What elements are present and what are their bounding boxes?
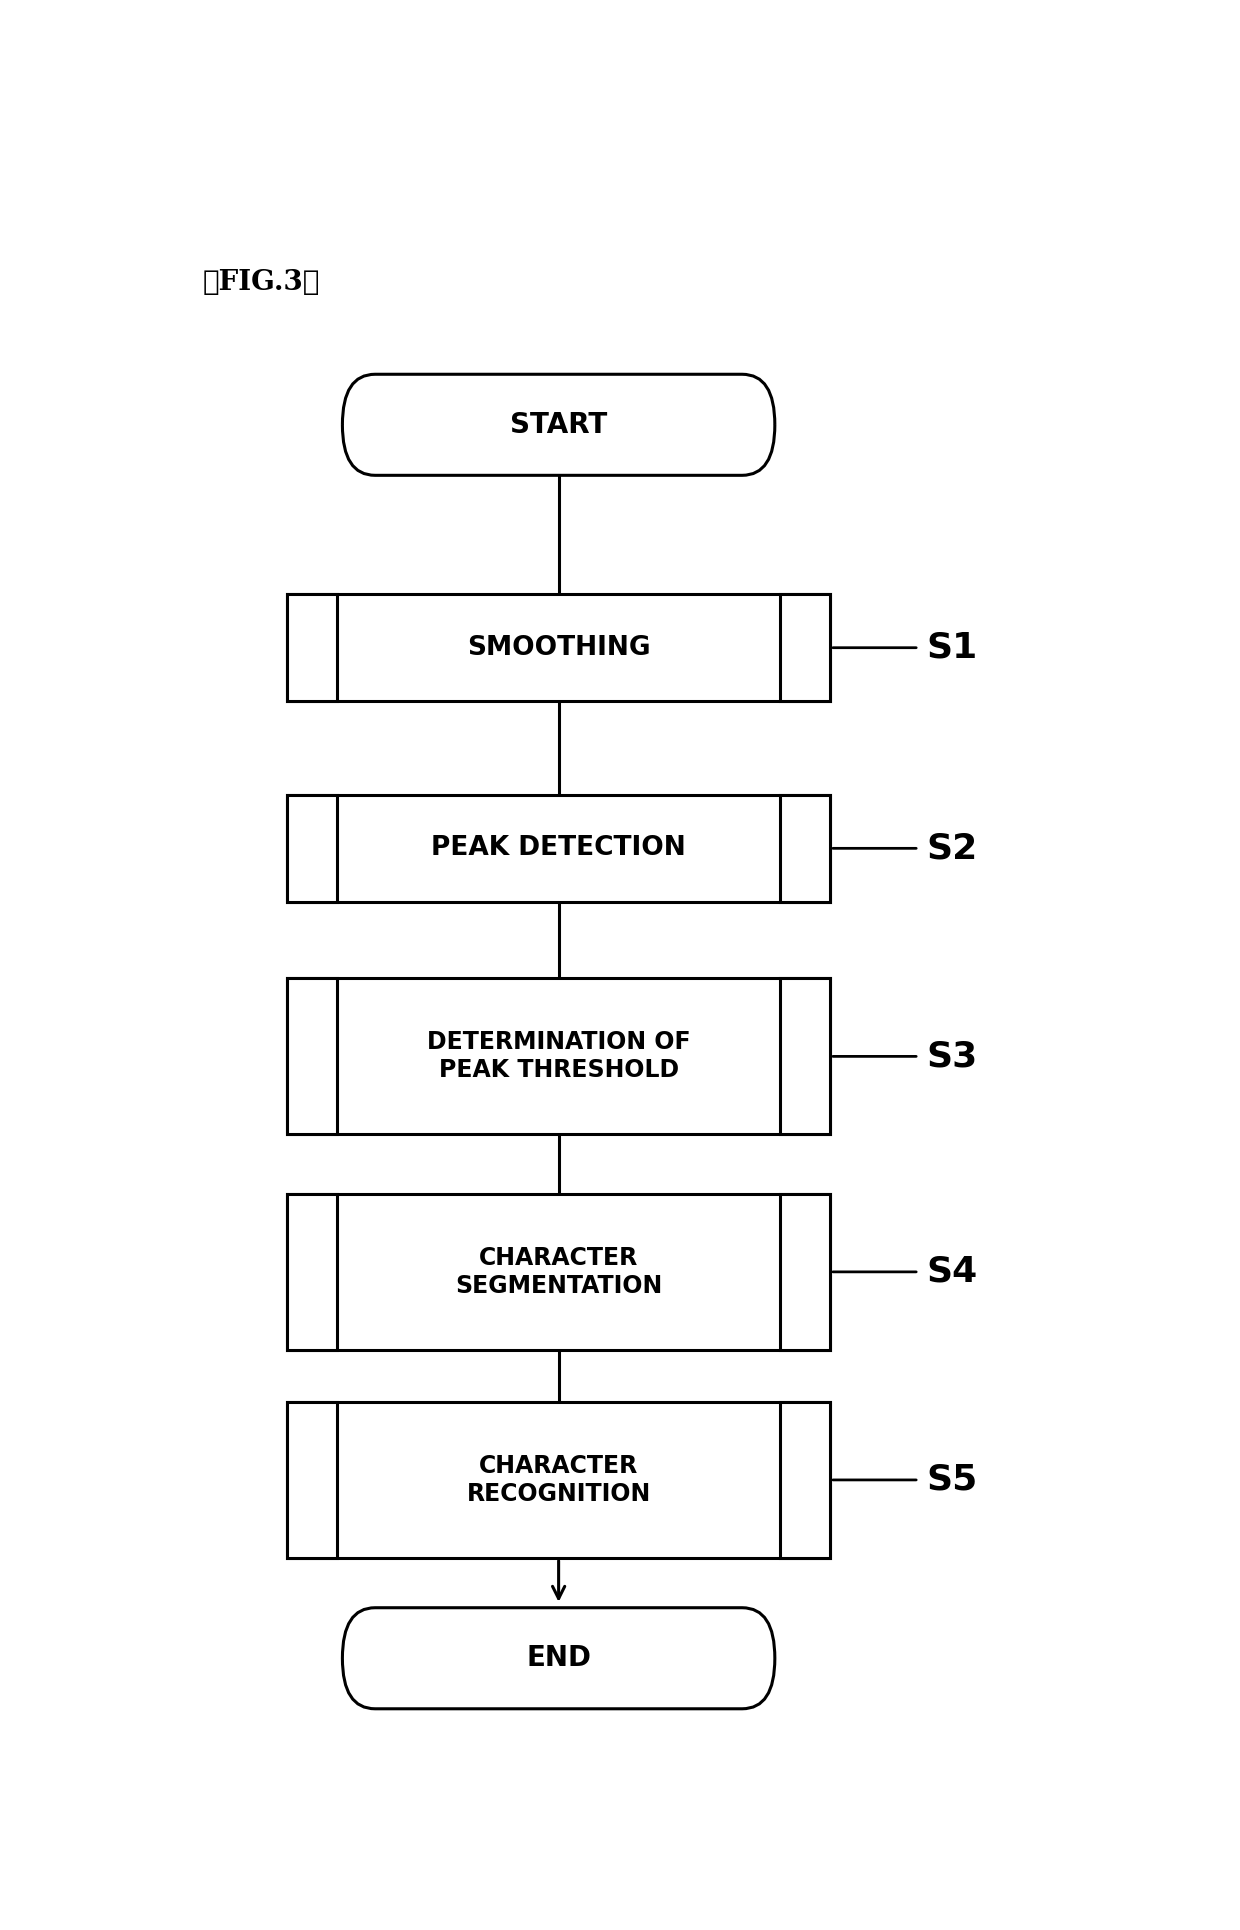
Bar bbox=[780, 594, 830, 701]
Bar bbox=[288, 594, 337, 701]
Bar bbox=[288, 795, 830, 901]
Text: CHARACTER
RECOGNITION: CHARACTER RECOGNITION bbox=[466, 1453, 651, 1505]
Bar bbox=[780, 979, 830, 1135]
Text: S4: S4 bbox=[926, 1254, 977, 1289]
Bar bbox=[288, 1195, 830, 1349]
Bar bbox=[288, 1401, 830, 1558]
Bar bbox=[288, 979, 830, 1135]
Bar bbox=[780, 1401, 830, 1558]
Text: START: START bbox=[510, 411, 608, 438]
Text: DETERMINATION OF
PEAK THRESHOLD: DETERMINATION OF PEAK THRESHOLD bbox=[427, 1031, 691, 1083]
Text: S2: S2 bbox=[926, 832, 977, 865]
Text: S1: S1 bbox=[926, 631, 977, 664]
Bar bbox=[288, 979, 337, 1135]
Bar bbox=[288, 795, 337, 901]
Bar bbox=[780, 795, 830, 901]
Bar bbox=[288, 594, 830, 701]
Text: PEAK DETECTION: PEAK DETECTION bbox=[432, 836, 686, 861]
Text: END: END bbox=[526, 1644, 591, 1671]
FancyBboxPatch shape bbox=[342, 1608, 775, 1708]
Text: S5: S5 bbox=[926, 1463, 977, 1498]
Bar bbox=[780, 1195, 830, 1349]
Text: CHARACTER
SEGMENTATION: CHARACTER SEGMENTATION bbox=[455, 1247, 662, 1297]
FancyBboxPatch shape bbox=[342, 374, 775, 475]
Text: SMOOTHING: SMOOTHING bbox=[466, 635, 651, 660]
Bar bbox=[288, 1401, 337, 1558]
Bar bbox=[288, 1195, 337, 1349]
Text: S3: S3 bbox=[926, 1040, 977, 1073]
Text: 【FIG.3】: 【FIG.3】 bbox=[203, 268, 320, 295]
